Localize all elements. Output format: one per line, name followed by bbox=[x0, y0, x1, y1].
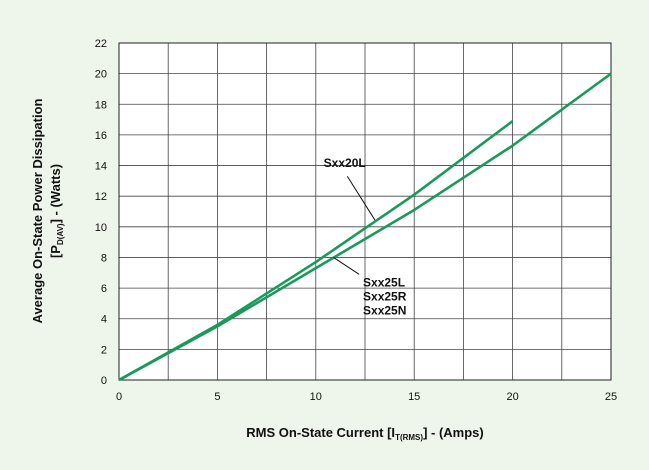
annotation-leader-line bbox=[346, 176, 376, 221]
annotation-sxx25-label: Sxx25L bbox=[363, 276, 405, 290]
annotation-sxx20l: Sxx20L bbox=[324, 156, 366, 170]
y-axis-label-line2: [PD(AV)] - (Watts) bbox=[48, 164, 65, 258]
x-tick-label: 0 bbox=[116, 391, 122, 403]
series-line-2 bbox=[118, 72, 612, 382]
y-tick-label: 18 bbox=[95, 99, 107, 111]
series-lines bbox=[118, 72, 612, 382]
plot-border bbox=[118, 42, 612, 381]
y-tick-label: 10 bbox=[95, 222, 107, 234]
x-axis-label: RMS On-State Current [IT(RMS)] - (Amps) bbox=[246, 425, 483, 442]
y-tick-label: 8 bbox=[101, 252, 107, 264]
x-tick-label: 15 bbox=[408, 391, 420, 403]
annotation-leader-line bbox=[333, 257, 360, 275]
y-axis-label-line1: Average On-State Power Dissipation bbox=[30, 98, 45, 323]
y-tick-label: 20 bbox=[95, 69, 107, 81]
y-tick-label: 4 bbox=[101, 314, 107, 326]
y-tick-label: 22 bbox=[95, 38, 107, 50]
x-tick-labels: 0 5 10 15 20 25 bbox=[116, 391, 617, 403]
x-tick-label: 20 bbox=[506, 391, 518, 403]
y-tick-label: 16 bbox=[95, 130, 107, 142]
y-tick-label: 2 bbox=[101, 344, 107, 356]
axes bbox=[118, 42, 612, 381]
y-tick-label: 6 bbox=[101, 283, 107, 295]
x-tick-label: 25 bbox=[605, 391, 617, 403]
annotation-sxx25-label: Sxx25R bbox=[363, 290, 407, 304]
y-tick-label: 0 bbox=[101, 375, 107, 387]
x-tick-label: 5 bbox=[214, 391, 220, 403]
y-tick-labels: 0 2 4 6 8 10 12 14 16 18 20 22 bbox=[95, 38, 107, 387]
y-tick-label: 14 bbox=[95, 161, 107, 173]
y-tick-label: 12 bbox=[95, 191, 107, 203]
x-tick-label: 10 bbox=[310, 391, 322, 403]
annotation-sxx25-label: Sxx25N bbox=[363, 304, 406, 318]
